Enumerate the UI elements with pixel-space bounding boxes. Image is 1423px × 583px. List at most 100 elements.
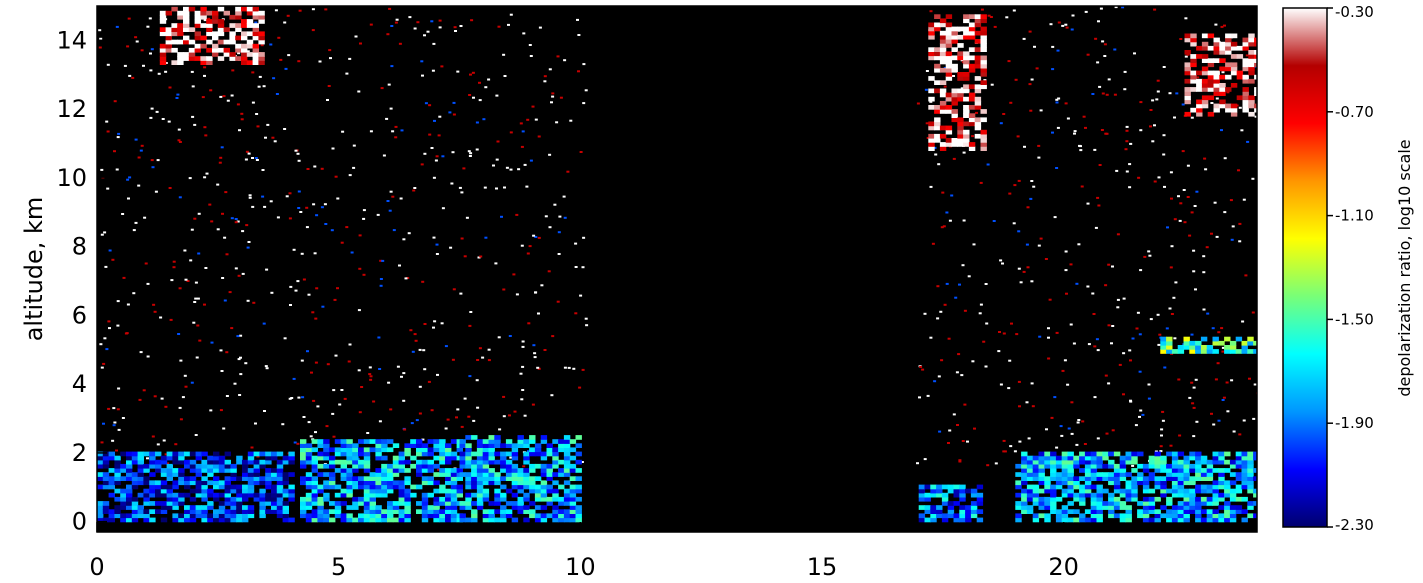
heat-cell xyxy=(398,459,405,465)
noise-cell xyxy=(1107,263,1111,266)
noise-cell xyxy=(1031,405,1035,408)
heat-cell xyxy=(939,92,947,98)
heat-cell xyxy=(1044,484,1051,490)
heat-cell xyxy=(1229,463,1237,469)
noise-cell xyxy=(1086,202,1090,205)
heat-cell xyxy=(183,6,190,12)
noise-cell xyxy=(117,428,121,431)
heat-cell xyxy=(939,34,947,40)
heat-cell xyxy=(1206,476,1214,481)
noise-cell xyxy=(1118,363,1122,366)
heat-cell xyxy=(1225,62,1232,68)
heat-cell xyxy=(398,496,405,502)
heat-cell xyxy=(247,509,255,514)
heat-cell xyxy=(97,451,104,457)
heat-cell xyxy=(253,496,260,502)
heat-cell xyxy=(968,96,976,102)
noise-cell xyxy=(203,74,206,77)
heat-cell xyxy=(165,31,172,37)
heat-cell xyxy=(1248,66,1255,72)
heat-cell xyxy=(340,463,347,469)
heat-cell xyxy=(953,484,960,490)
heat-cell xyxy=(934,14,941,19)
noise-cell xyxy=(1230,238,1234,241)
heat-cell xyxy=(188,47,196,53)
heat-cell xyxy=(1119,488,1127,494)
heat-cell xyxy=(1248,33,1255,39)
noise-cell xyxy=(441,207,445,210)
heat-cell xyxy=(149,463,156,469)
colorbar-tick-label: -1.90 xyxy=(1335,414,1374,432)
heat-cell xyxy=(126,496,133,502)
heat-cell xyxy=(450,480,458,486)
heat-cell xyxy=(939,146,947,151)
heat-cell xyxy=(346,455,353,461)
heat-cell xyxy=(143,517,150,523)
heat-cell xyxy=(957,133,964,139)
noise-cell xyxy=(310,371,313,374)
heat-cell xyxy=(1021,463,1028,469)
noise-cell xyxy=(170,279,174,282)
noise-cell xyxy=(1125,125,1129,128)
noise-cell xyxy=(418,412,422,415)
heat-cell xyxy=(1206,484,1214,490)
noise-cell xyxy=(431,69,435,72)
noise-cell xyxy=(1086,53,1090,56)
heat-cell xyxy=(471,492,478,498)
noise-cell xyxy=(581,266,585,269)
heat-cell xyxy=(416,451,423,457)
noise-cell xyxy=(963,309,967,312)
heat-cell xyxy=(505,509,513,514)
noise-cell xyxy=(116,136,120,139)
heat-cell xyxy=(936,505,943,510)
heat-cell xyxy=(963,129,970,135)
heat-cell xyxy=(552,488,559,494)
heat-cell xyxy=(1061,505,1069,510)
heat-cell xyxy=(1050,496,1057,502)
heat-cell xyxy=(300,505,307,510)
noise-cell xyxy=(150,159,154,162)
heat-cell xyxy=(1131,492,1138,498)
heat-cell xyxy=(1021,488,1028,494)
heat-cell xyxy=(957,117,964,123)
heat-cell xyxy=(445,517,452,523)
heat-cell xyxy=(200,10,207,16)
heat-cell xyxy=(1225,87,1232,92)
noise-cell xyxy=(440,322,444,325)
noise-cell xyxy=(234,221,238,224)
heat-cell xyxy=(97,501,104,506)
heat-cell xyxy=(1137,513,1144,519)
heat-cell xyxy=(1196,111,1203,117)
noise-cell xyxy=(1075,443,1079,446)
noise-cell xyxy=(341,130,345,133)
heat-cell xyxy=(494,472,501,477)
noise-cell xyxy=(284,67,288,70)
heat-cell xyxy=(213,455,220,461)
heat-cell xyxy=(1079,476,1086,481)
heat-cell xyxy=(1073,517,1080,523)
heat-cell xyxy=(494,476,501,481)
heat-cell xyxy=(963,113,970,118)
heat-cell xyxy=(149,488,156,494)
noise-cell xyxy=(1098,85,1102,88)
heat-cell xyxy=(282,488,289,494)
noise-cell xyxy=(1134,424,1138,427)
noise-cell xyxy=(178,287,182,290)
noise-cell xyxy=(1012,222,1016,225)
heat-cell xyxy=(1067,476,1074,481)
heat-cell xyxy=(102,505,110,510)
heat-cell xyxy=(450,509,458,514)
heat-cell xyxy=(189,476,197,481)
heat-cell xyxy=(482,463,490,469)
heat-cell xyxy=(1096,455,1103,461)
heat-cell xyxy=(246,60,254,65)
heat-cell xyxy=(213,517,220,523)
noise-cell xyxy=(476,406,480,409)
heat-cell xyxy=(1055,480,1063,486)
heat-cell xyxy=(1219,99,1226,105)
heat-cell xyxy=(247,492,255,498)
heat-cell xyxy=(1084,492,1092,498)
noise-cell xyxy=(193,217,197,220)
heat-cell xyxy=(177,52,184,57)
noise-cell xyxy=(452,101,456,104)
